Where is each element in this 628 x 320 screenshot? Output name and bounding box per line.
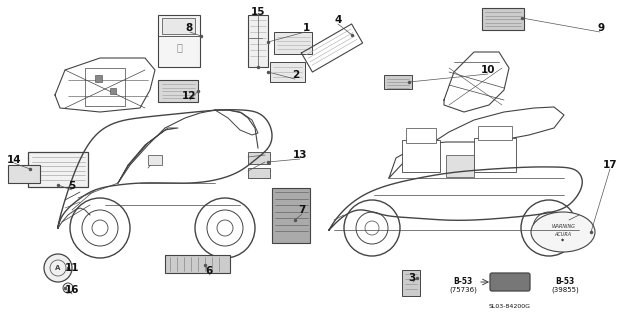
Text: 4: 4 [334, 15, 342, 25]
Circle shape [63, 283, 73, 293]
Bar [446, 155, 474, 177]
Bar [248, 168, 270, 178]
Text: (39855): (39855) [551, 287, 579, 293]
Text: 🔷: 🔷 [176, 42, 182, 52]
Text: SL03-84200G: SL03-84200G [489, 303, 531, 308]
Bar [474, 138, 516, 172]
Circle shape [195, 198, 255, 258]
Text: (75736): (75736) [449, 287, 477, 293]
Text: 17: 17 [603, 160, 617, 170]
Bar [272, 188, 310, 243]
Text: 16: 16 [65, 285, 79, 295]
Text: 9: 9 [597, 23, 605, 33]
Text: B-53: B-53 [555, 276, 575, 285]
Text: 10: 10 [481, 65, 495, 75]
Text: 13: 13 [293, 150, 307, 160]
Bar [402, 270, 420, 296]
Text: 1: 1 [302, 23, 310, 33]
Text: WARNING: WARNING [551, 225, 575, 229]
FancyBboxPatch shape [490, 273, 530, 291]
Bar [478, 126, 512, 140]
Circle shape [521, 200, 577, 256]
Bar [85, 68, 125, 106]
Text: A: A [55, 265, 61, 271]
Bar [274, 32, 312, 54]
Circle shape [44, 254, 72, 282]
Bar [384, 75, 412, 89]
Bar [158, 80, 198, 102]
Bar [158, 15, 200, 67]
Text: 3: 3 [408, 273, 416, 283]
Bar [28, 152, 88, 187]
Bar [110, 88, 116, 94]
Text: 11: 11 [65, 263, 79, 273]
Text: 8: 8 [185, 23, 193, 33]
Text: 6: 6 [205, 266, 213, 276]
Bar [165, 255, 230, 273]
Text: 5: 5 [68, 181, 75, 191]
Bar [402, 140, 440, 172]
Text: 14: 14 [7, 155, 21, 165]
Text: ◆: ◆ [561, 239, 565, 243]
Bar [8, 165, 40, 183]
Ellipse shape [531, 212, 595, 252]
Text: NSX: NSX [499, 277, 521, 286]
Bar [482, 8, 524, 30]
Bar [270, 62, 305, 82]
Bar [248, 152, 270, 164]
Bar [248, 15, 268, 67]
Circle shape [70, 198, 130, 258]
Bar [162, 18, 195, 34]
Text: 2: 2 [293, 70, 300, 80]
Bar [148, 155, 162, 165]
Text: B-53: B-53 [453, 276, 473, 285]
Text: 12: 12 [181, 91, 196, 101]
Bar [406, 128, 436, 143]
Bar [95, 75, 102, 82]
Circle shape [344, 200, 400, 256]
Text: 15: 15 [251, 7, 265, 17]
Text: ACURA: ACURA [555, 233, 571, 237]
Text: 7: 7 [298, 205, 306, 215]
